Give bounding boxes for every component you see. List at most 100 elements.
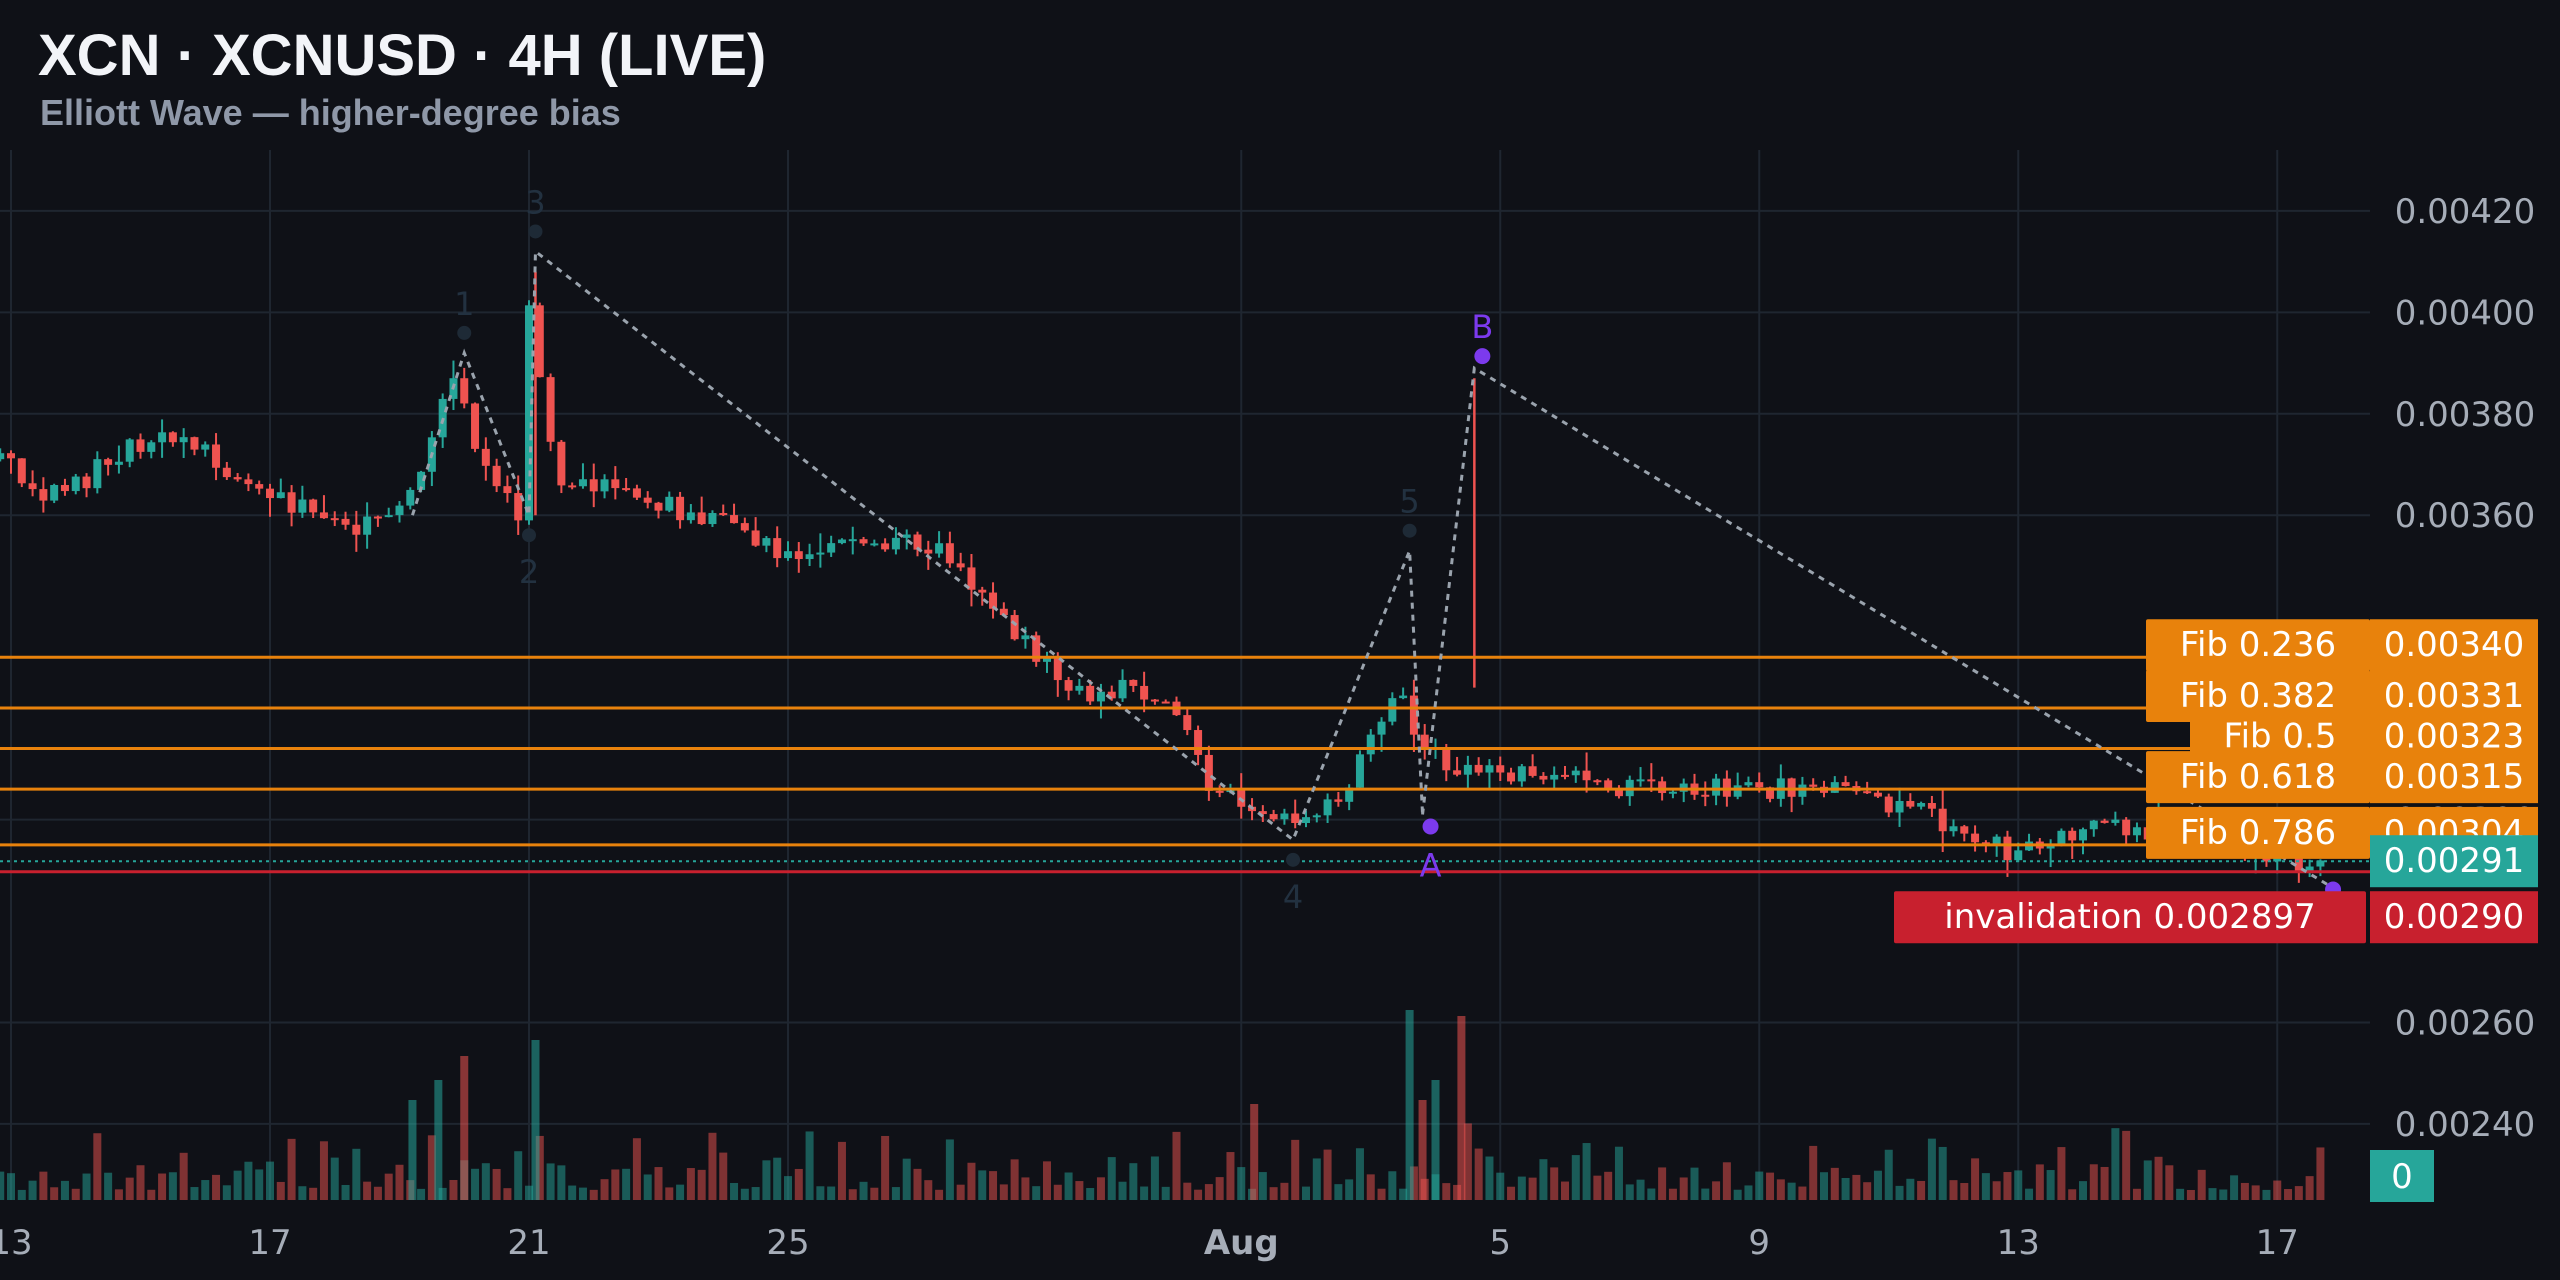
candle-body <box>708 513 717 525</box>
wave-marker <box>522 528 536 543</box>
volume-bar <box>7 1173 15 1200</box>
candle-body <box>244 479 253 485</box>
candle-body <box>1863 791 1872 794</box>
volume-bar <box>2154 1156 2163 1200</box>
volume-bar <box>794 1168 803 1200</box>
candle-body <box>481 448 490 466</box>
volume-bar <box>1744 1185 1753 1200</box>
candle-body <box>1474 764 1483 773</box>
candle-body <box>471 403 480 449</box>
fib-label: Fib 0.5 <box>2224 717 2337 757</box>
volume-bar <box>408 1100 417 1200</box>
volume-bar <box>2143 1160 2152 1200</box>
volume-bar <box>93 1133 102 1200</box>
candle-body <box>179 437 188 443</box>
fib-label: Fib 0.236 <box>2180 625 2336 665</box>
fib-label-box <box>2146 619 2370 672</box>
price-axis: 0.004200.004000.003800.003600.003000.002… <box>0 192 2535 1263</box>
volume-bar <box>233 1170 242 1200</box>
volume-bar <box>859 1181 868 1200</box>
volume-bar <box>1431 1080 1440 1200</box>
candle-body <box>266 488 274 499</box>
candle-body <box>287 492 296 513</box>
fib-label: Fib 0.786 <box>2180 813 2336 853</box>
candle-body <box>762 538 771 546</box>
volume-bar <box>1884 1149 1893 1200</box>
candle-body <box>7 453 15 459</box>
candle-body <box>794 551 803 560</box>
volume-bar <box>1086 1188 1095 1200</box>
volume-bar <box>665 1187 674 1200</box>
volume-bar <box>190 1187 199 1200</box>
candle-body <box>1895 800 1904 813</box>
x-tick-label: 25 <box>766 1223 809 1263</box>
candle-body <box>1571 770 1580 776</box>
volume-bar <box>531 1040 540 1200</box>
volume-bar <box>1668 1188 1677 1200</box>
candle-body <box>1614 789 1623 797</box>
candle-body <box>870 543 879 546</box>
volume-bar <box>1250 1104 1259 1200</box>
candle-body <box>2014 850 2023 861</box>
candle-body <box>1323 799 1332 816</box>
candle-body <box>2122 819 2131 836</box>
candle-body <box>589 479 598 492</box>
candle-body <box>1442 747 1451 771</box>
volume-bar <box>2046 1170 2055 1200</box>
volume-bar <box>1485 1156 1494 1200</box>
candle-body <box>352 524 361 535</box>
candle-body <box>622 488 631 491</box>
volume-bar <box>2003 1172 2012 1200</box>
invalidation-label-box <box>1894 891 2366 944</box>
volume-bar <box>535 1135 544 1200</box>
volume-bar <box>643 1174 652 1200</box>
volume-badge: 0 <box>2391 1157 2413 1197</box>
invalidation-label: invalidation 0.002897 <box>1944 897 2315 937</box>
x-tick-label: 13 <box>0 1223 33 1263</box>
volume-bar <box>1798 1186 1807 1200</box>
invalidation-price: 0.00290 <box>2384 897 2525 937</box>
volume-bar <box>1571 1155 1580 1200</box>
candle-body <box>1787 778 1796 797</box>
volume-bar <box>2122 1130 2131 1200</box>
candle-body <box>643 497 652 503</box>
volume-bar <box>697 1169 706 1200</box>
candle-body <box>233 477 242 480</box>
candle-body <box>330 518 339 521</box>
impulse-wave-line <box>411 248 1425 843</box>
candle-body <box>1873 792 1882 797</box>
volume-bar <box>1755 1171 1764 1200</box>
volume-bar <box>1366 1174 1375 1200</box>
volume-bar <box>1658 1167 1667 1200</box>
volume-bar <box>1064 1172 1073 1200</box>
volume-bar <box>1140 1186 1149 1200</box>
candle-body <box>751 530 760 546</box>
candle-body <box>1183 715 1192 731</box>
candle-body <box>1917 803 1926 807</box>
volume-bar <box>2251 1185 2260 1200</box>
volume-bar <box>104 1172 113 1200</box>
candle-body <box>1798 784 1807 797</box>
wave-marker <box>1474 348 1491 365</box>
volume-bar <box>1701 1188 1710 1200</box>
volume-bar <box>719 1152 728 1200</box>
volume-bar <box>730 1182 739 1200</box>
candle-body <box>978 589 987 593</box>
volume-bar <box>2111 1128 2120 1200</box>
candle-body <box>525 305 533 521</box>
volume-bar <box>1399 1188 1408 1200</box>
volume-bar <box>28 1180 37 1200</box>
candle-body <box>1399 695 1408 699</box>
candle-body <box>201 444 210 450</box>
volume-bar <box>244 1161 253 1200</box>
volume-bar <box>1625 1184 1634 1200</box>
x-tick-label: 17 <box>248 1223 291 1263</box>
candle-body <box>956 563 965 568</box>
candle-body <box>1377 721 1386 735</box>
volume-bar <box>481 1163 490 1200</box>
chart-subtitle: Elliott Wave — higher-degree bias <box>40 92 621 133</box>
volume-bar <box>276 1181 285 1200</box>
volume-bar <box>1150 1156 1159 1200</box>
fib-price-box <box>2370 619 2538 672</box>
